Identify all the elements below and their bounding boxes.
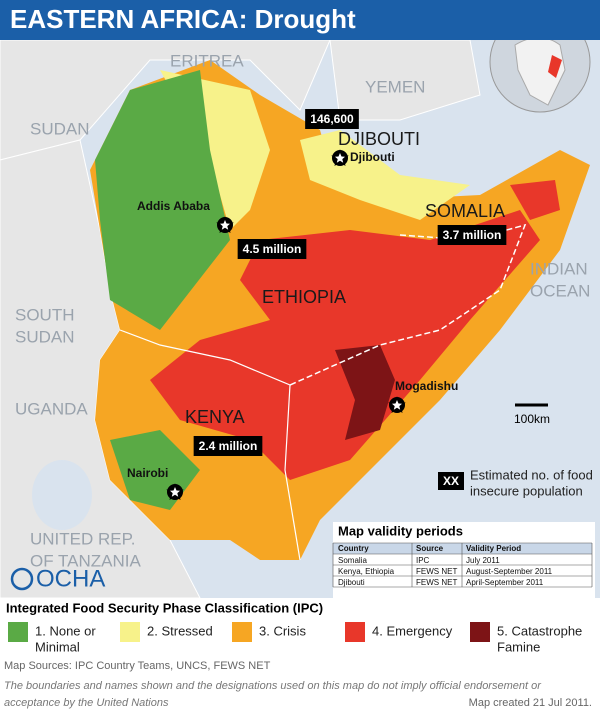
table-cell: Kenya, Ethiopia	[338, 567, 395, 576]
country-label: SUDAN	[30, 119, 90, 138]
created: Map created 21 Jul 2011.	[469, 697, 592, 709]
population-label: 3.7 million	[443, 228, 502, 242]
region-emergency	[150, 210, 540, 480]
globe-africa	[514, 37, 566, 106]
key-symbol: XX	[443, 474, 459, 488]
legend-label: 2. Stressed	[147, 623, 213, 638]
logo: OCHA	[36, 565, 105, 592]
city-marker	[388, 396, 406, 413]
title-bar	[0, 0, 600, 40]
population-box	[237, 239, 307, 259]
lake	[32, 460, 92, 530]
country-label: KENYA	[185, 407, 245, 427]
legend-title: Integrated Food Security Phase Classific…	[6, 600, 323, 615]
table-header-bg	[333, 543, 592, 554]
city-marker	[166, 483, 184, 500]
disclaimer: acceptance by the United Nations	[4, 697, 169, 709]
legend-label: 4. Emergency	[372, 623, 453, 638]
population-label: 2.4 million	[199, 439, 258, 453]
table-header: Country	[338, 544, 369, 553]
legend-label: Famine	[497, 639, 540, 654]
legend-label: Minimal	[35, 639, 80, 654]
map	[0, 11, 600, 599]
table-cell: FEWS NET	[416, 567, 457, 576]
disclaimer: The boundaries and names shown and the d…	[4, 680, 542, 692]
title: EASTERN AFRICA: Drought	[10, 4, 356, 34]
table-cell: FEWS NET	[416, 578, 457, 587]
region-minimal	[95, 70, 230, 330]
country-label: YEMEN	[365, 77, 425, 96]
country-label: SOMALIA	[425, 201, 505, 221]
country-label: UGANDA	[15, 399, 88, 418]
table-header: Validity Period	[466, 544, 521, 553]
table-cell: April-September 2011	[466, 578, 544, 587]
country-label: INDIAN	[530, 259, 588, 278]
region-famine	[335, 345, 395, 440]
logo-mark	[10, 567, 34, 591]
table-title: Map validity periods	[338, 523, 463, 538]
legend-swatch	[120, 622, 140, 642]
country-label: SOUTH	[15, 305, 75, 324]
population-box	[193, 436, 263, 456]
legend-label: 1. None or	[35, 623, 96, 638]
country-label: ETHIOPIA	[262, 287, 346, 307]
legend-swatch	[345, 622, 365, 642]
country-label: UNITED REP.	[30, 529, 136, 548]
city-marker	[216, 216, 234, 233]
key-label: Estimated no. of food	[470, 467, 593, 482]
country-label: ERITREA	[170, 51, 244, 70]
border	[119, 329, 301, 561]
table-cell: Somalia	[338, 556, 367, 565]
country-label: DJIBOUTI	[338, 129, 420, 149]
table-header: Source	[416, 544, 444, 553]
legend-label: 3. Crisis	[259, 623, 306, 638]
region-emergency	[510, 180, 560, 220]
table-cell: Djibouti	[338, 578, 365, 587]
population-box	[305, 109, 359, 129]
globe-highlight	[548, 55, 562, 78]
city-label: Addis Ababa	[137, 199, 210, 213]
legend-label: 5. Catastrophe	[497, 623, 582, 638]
city-marker	[331, 149, 349, 166]
table-cell: August-September 2011	[466, 567, 553, 576]
legend-swatch	[8, 622, 28, 642]
city-label: Mogadishu	[395, 379, 458, 393]
sources: Map Sources: IPC Country Teams, UNCS, FE…	[4, 660, 271, 672]
population-box	[437, 225, 507, 245]
population-label: 146,600	[310, 112, 354, 126]
table-panel	[333, 522, 595, 598]
legend-swatch	[470, 622, 490, 642]
key-label: insecure population	[470, 483, 583, 498]
table-cell: IPC	[416, 556, 430, 565]
city-label: Nairobi	[127, 466, 168, 480]
country-label: OF TANZANIA	[30, 551, 141, 570]
country-label: OCEAN	[530, 281, 590, 300]
scale-label: 100km	[514, 412, 550, 426]
population-label: 4.5 million	[243, 242, 302, 256]
city-label: Djibouti	[350, 150, 395, 164]
country-label: SUDAN	[15, 327, 75, 346]
key-box	[438, 472, 464, 490]
legend-swatch	[232, 622, 252, 642]
table-cell: July 2011	[466, 556, 500, 565]
